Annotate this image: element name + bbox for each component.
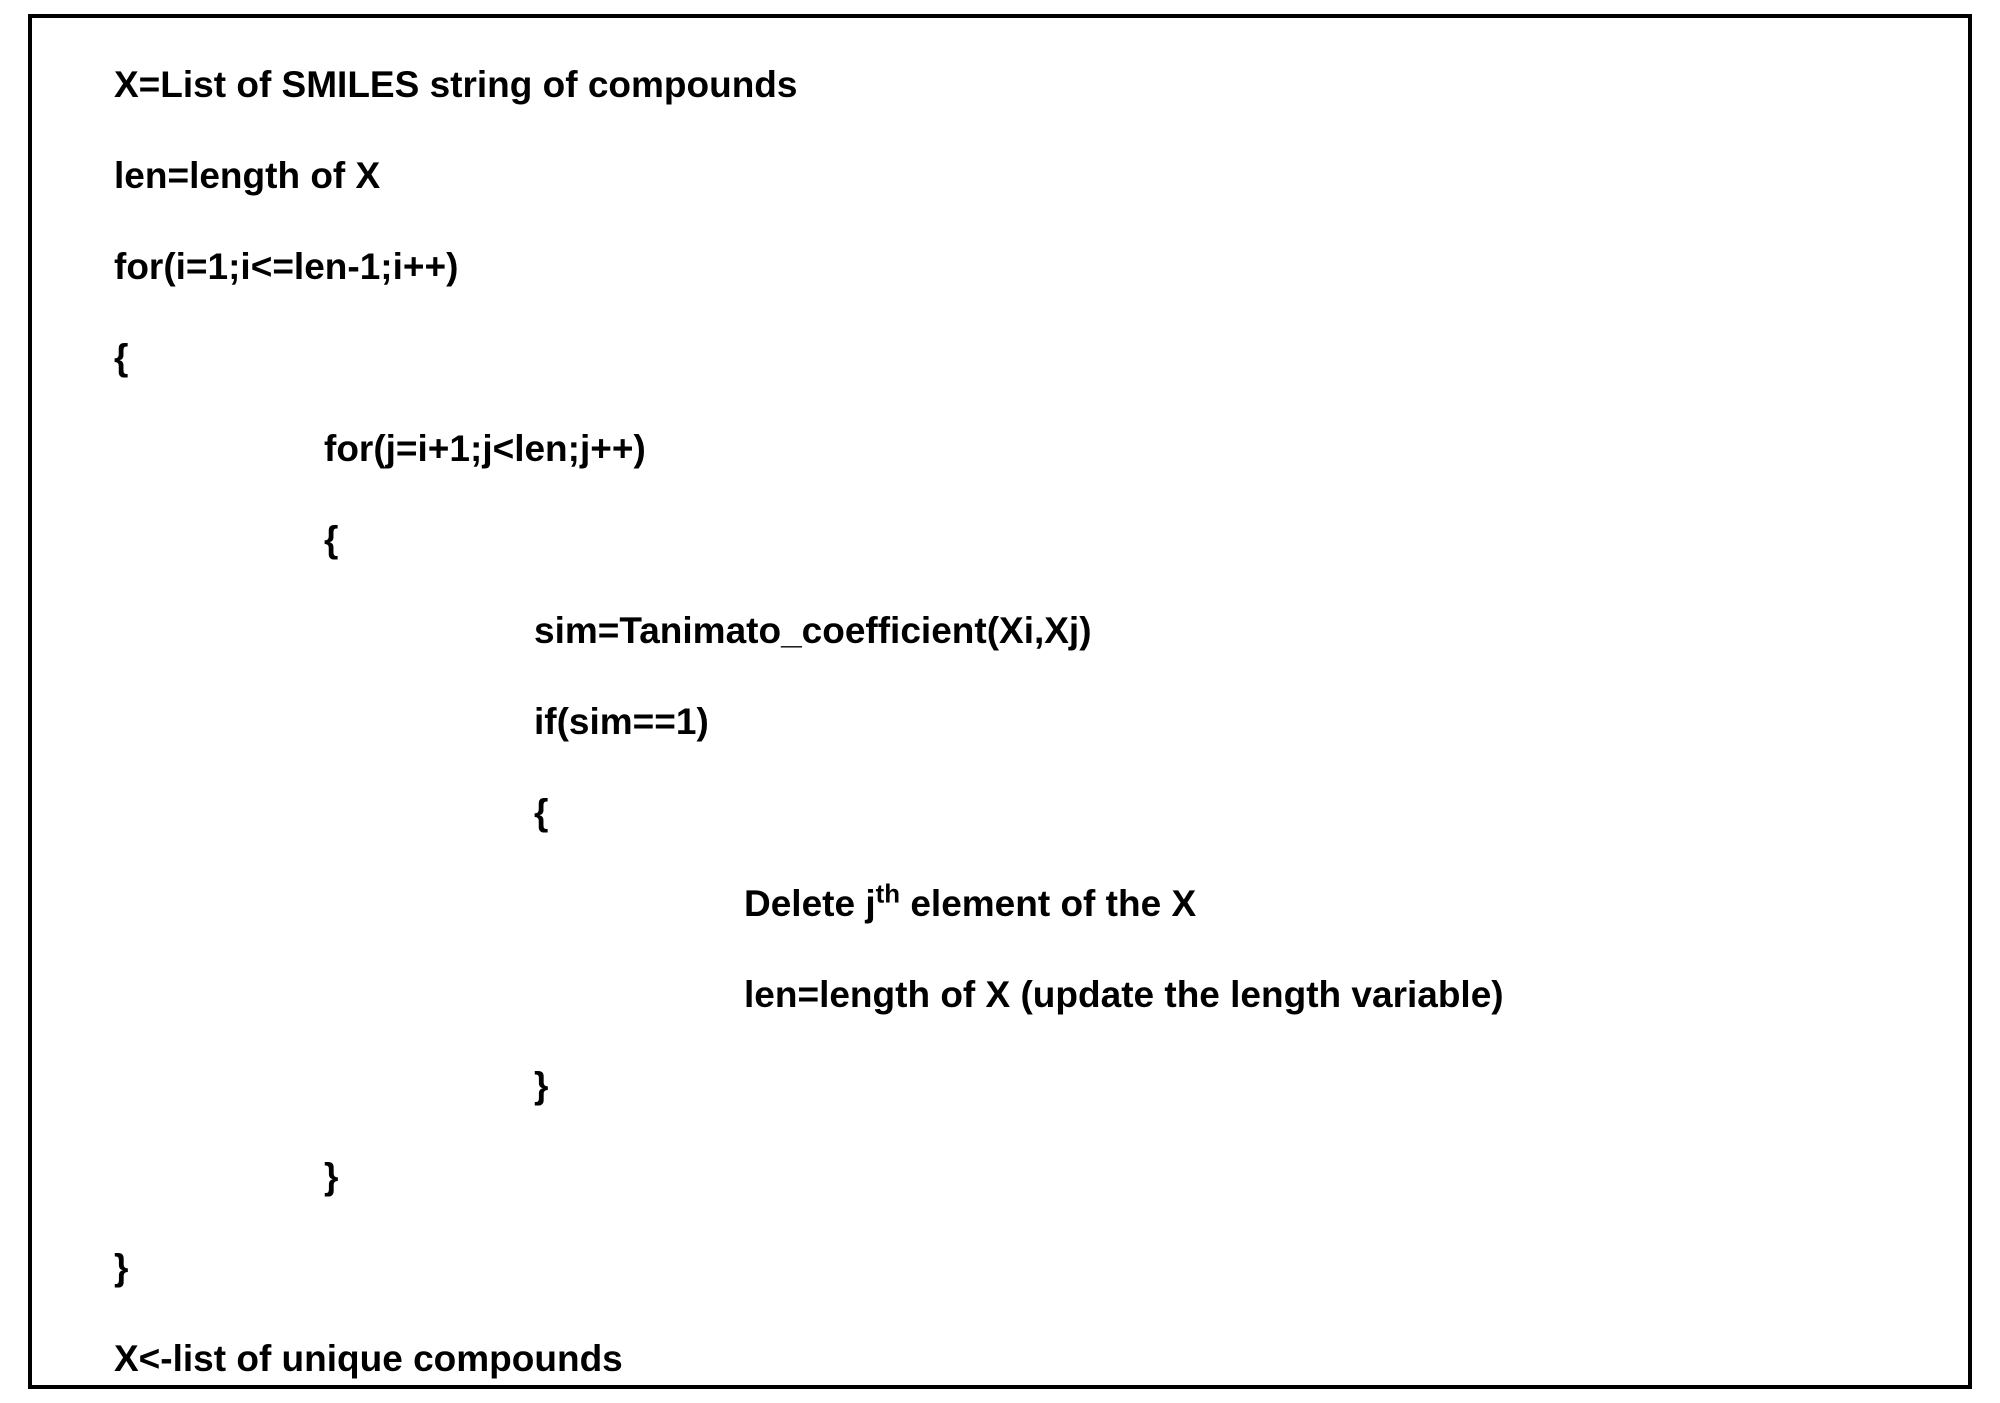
code-line: X<-list of unique compounds	[114, 1340, 1968, 1377]
code-line: }	[114, 1067, 1968, 1104]
pseudocode-frame: X=List of SMILES string of compounds len=…	[28, 14, 1972, 1389]
code-line: X=List of SMILES string of compounds	[114, 66, 1968, 103]
code-line: {	[114, 521, 1968, 558]
code-line: sim=Tanimato_coefficient(Xi,Xj)	[114, 612, 1968, 649]
code-line: }	[114, 1249, 1968, 1286]
code-line: {	[114, 794, 1968, 831]
code-line: if(sim==1)	[114, 703, 1968, 740]
code-line: {	[114, 339, 1968, 376]
code-line: for(i=1;i<=len-1;i++)	[114, 248, 1968, 285]
code-line: len=length of X	[114, 157, 1968, 194]
pseudocode-block: X=List of SMILES string of compounds len=…	[114, 66, 1968, 1377]
code-line: len=length of X (update the length varia…	[114, 976, 1968, 1013]
code-line: Delete jth element of the X	[114, 885, 1968, 922]
code-line: }	[114, 1158, 1968, 1195]
code-line: for(j=i+1;j<len;j++)	[114, 430, 1968, 467]
